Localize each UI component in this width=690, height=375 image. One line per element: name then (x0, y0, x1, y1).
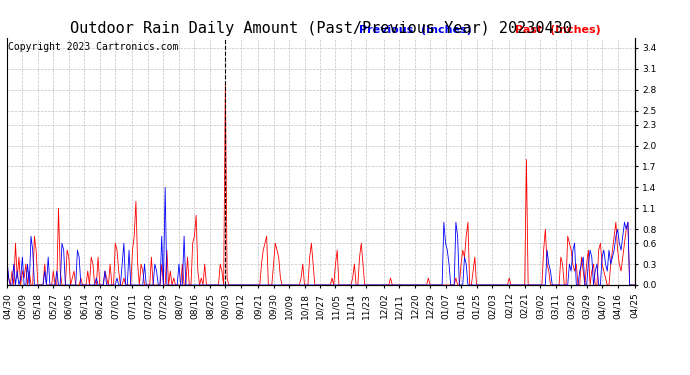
Text: Copyright 2023 Cartronics.com: Copyright 2023 Cartronics.com (8, 42, 178, 52)
Text: Past  (Inches): Past (Inches) (515, 25, 601, 35)
Text: Previous  (Inches): Previous (Inches) (359, 25, 471, 35)
Title: Outdoor Rain Daily Amount (Past/Previous Year) 20230430: Outdoor Rain Daily Amount (Past/Previous… (70, 21, 572, 36)
